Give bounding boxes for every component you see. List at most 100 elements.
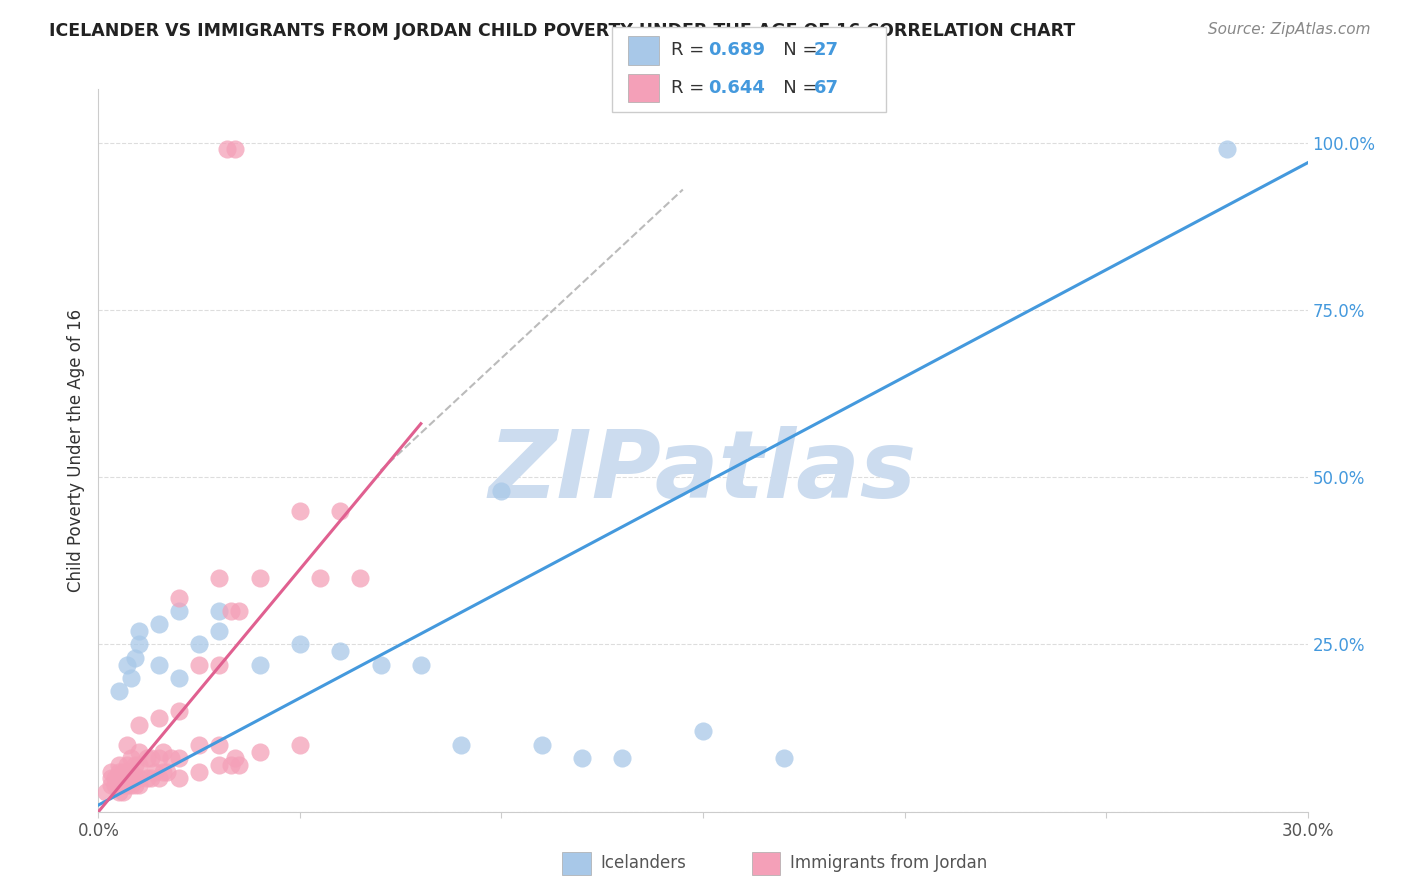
Point (188, 764, 211, 779)
Point (208, 604, 231, 618)
Point (188, 738, 211, 752)
Point (128, 744, 150, 758)
Point (329, 503, 352, 517)
Point (221, 604, 243, 618)
Point (143, 764, 166, 779)
Point (217, 143, 239, 157)
Point (120, 671, 142, 685)
Point (128, 624, 150, 639)
Point (188, 657, 211, 672)
Point (111, 764, 134, 779)
Point (249, 657, 271, 672)
Point (167, 771, 190, 786)
Point (96, 785, 118, 799)
Point (103, 771, 125, 786)
Point (409, 657, 432, 672)
Point (148, 711, 170, 725)
Text: N =: N = (766, 42, 824, 60)
Point (115, 758, 138, 772)
Point (115, 771, 138, 786)
Point (349, 571, 371, 585)
Point (120, 778, 142, 792)
Point (115, 764, 138, 779)
Point (111, 771, 134, 786)
Point (128, 717, 150, 731)
Point (107, 785, 129, 799)
Point (224, 143, 246, 157)
Point (167, 604, 190, 618)
Text: R =: R = (671, 78, 710, 96)
Point (491, 483, 513, 498)
Point (100, 778, 122, 792)
Point (128, 771, 150, 786)
Point (148, 771, 170, 786)
Text: Source: ZipAtlas.com: Source: ZipAtlas.com (1208, 22, 1371, 37)
Point (124, 758, 146, 772)
Text: 0.689: 0.689 (709, 42, 766, 60)
Point (139, 751, 162, 765)
Point (156, 764, 179, 779)
Point (120, 771, 142, 786)
Point (208, 571, 231, 585)
Point (100, 771, 122, 786)
Point (228, 758, 250, 772)
Point (111, 785, 134, 799)
Point (107, 684, 129, 698)
Point (148, 751, 170, 765)
Text: Icelanders: Icelanders (600, 855, 686, 872)
Point (249, 571, 271, 585)
Point (107, 771, 129, 786)
Point (120, 764, 142, 779)
Point (208, 657, 231, 672)
Point (135, 771, 157, 786)
Point (124, 771, 146, 786)
Point (107, 764, 129, 779)
Point (1216, 143, 1239, 157)
Point (249, 744, 271, 758)
Point (224, 751, 246, 765)
Point (221, 758, 243, 772)
Text: 0.644: 0.644 (709, 78, 765, 96)
Point (370, 657, 392, 672)
Point (148, 617, 170, 632)
Text: 27: 27 (814, 42, 839, 60)
Point (148, 657, 170, 672)
Point (124, 778, 146, 792)
Point (228, 604, 250, 618)
Point (288, 637, 311, 651)
Point (100, 764, 122, 779)
Text: Immigrants from Jordan: Immigrants from Jordan (790, 855, 987, 872)
Point (160, 751, 183, 765)
Point (111, 778, 134, 792)
Point (288, 738, 311, 752)
Point (450, 738, 472, 752)
Point (103, 778, 125, 792)
Point (772, 751, 794, 765)
Text: ZIPatlas: ZIPatlas (489, 426, 917, 518)
Point (128, 778, 150, 792)
Point (167, 751, 190, 765)
Y-axis label: Child Poverty Under the Age of 16: Child Poverty Under the Age of 16 (66, 309, 84, 592)
Text: ICELANDER VS IMMIGRANTS FROM JORDAN CHILD POVERTY UNDER THE AGE OF 16 CORRELATIO: ICELANDER VS IMMIGRANTS FROM JORDAN CHIL… (49, 22, 1076, 40)
Point (530, 738, 553, 752)
Point (288, 503, 311, 517)
Point (120, 751, 142, 765)
Point (124, 651, 146, 665)
Point (128, 758, 150, 772)
Point (115, 738, 138, 752)
Text: N =: N = (766, 78, 824, 96)
Point (135, 751, 157, 765)
Point (692, 724, 714, 739)
Point (571, 751, 593, 765)
Point (152, 764, 174, 779)
Point (208, 624, 231, 639)
Point (309, 571, 332, 585)
Point (329, 644, 352, 658)
Point (188, 637, 211, 651)
Text: R =: R = (671, 42, 710, 60)
Text: 67: 67 (814, 78, 839, 96)
Point (208, 758, 231, 772)
Point (208, 738, 231, 752)
Point (152, 744, 174, 758)
Point (167, 671, 190, 685)
